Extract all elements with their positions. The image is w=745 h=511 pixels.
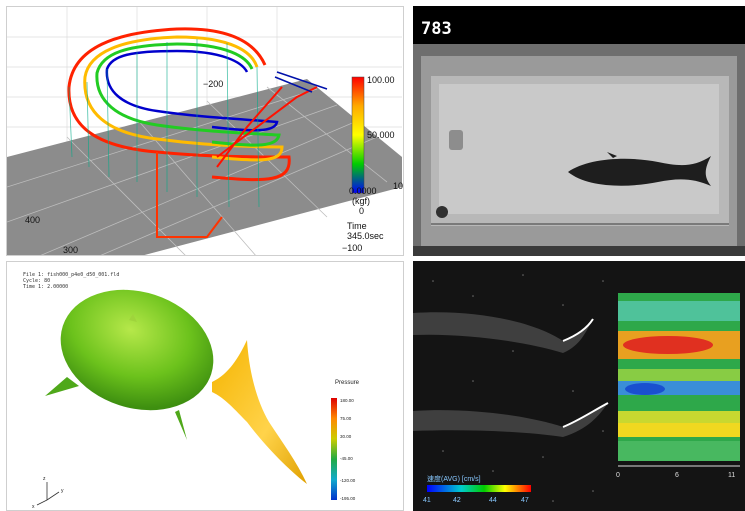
heatmap-tick-6: 6 xyxy=(675,472,679,479)
sim-header-line-3: Time 1: 2.00000 xyxy=(23,284,68,290)
sim-header-line-1: File 1: fish000_p4e0_d50_001.fld xyxy=(23,272,119,278)
pressure-colorbar-title: Pressure xyxy=(335,380,360,386)
force-trajectory-panel: 100.00 50.000 0.0000 (kgf) Time 345.0sec… xyxy=(6,6,404,256)
trajectory-ribbon xyxy=(67,27,328,238)
pressure-render: File 1: fish000_p4e0_d50_001.fld Cycle: … xyxy=(23,272,360,510)
colorbar-max-label: 100.00 xyxy=(367,75,395,85)
pressure-tick-5: -195.00 xyxy=(340,496,356,501)
pressure-colorbar xyxy=(331,398,337,500)
fish-silhouette xyxy=(568,156,711,186)
velocity-heatmap xyxy=(618,293,740,461)
bottom-tick-label: −100 xyxy=(342,243,362,253)
pressure-simulation-panel: File 1: fish000_p4e0_d50_001.fld Cycle: … xyxy=(6,261,404,511)
pressure-tick-4: -120.00 xyxy=(340,478,356,483)
time-label: Time xyxy=(347,221,367,231)
velocity-tick-42: 42 xyxy=(453,497,461,504)
velocity-legend-title: 速度(AVG) [cm/s] xyxy=(427,474,481,483)
axis-z-label: z xyxy=(43,476,46,482)
heatmap-tick-0: 0 xyxy=(616,472,620,479)
colorbar-mid-label: 50.000 xyxy=(367,130,395,140)
axis-x-label: x xyxy=(32,504,35,510)
frame-counter: 783 xyxy=(421,19,452,39)
fin-lower xyxy=(413,403,608,437)
colorbar-unit-label: (kgf) xyxy=(352,196,370,206)
right-tick-10: 10 xyxy=(393,181,403,191)
force-trajectory-plot: 100.00 50.000 0.0000 (kgf) Time 345.0sec… xyxy=(7,7,403,255)
pressure-tick-1: 75.00 xyxy=(340,416,352,421)
flow-render: 0 6 11 速度(AVG) [cm/s] 41 42 44 47 xyxy=(413,261,745,511)
fish-tail xyxy=(212,340,307,484)
y-tick-400: 400 xyxy=(25,215,40,225)
sim-header-line-2: Cycle: 80 xyxy=(23,278,50,284)
tank-video-panel: 783 xyxy=(413,6,745,256)
top-tick-label: −200 xyxy=(203,79,223,89)
floor-plane xyxy=(7,79,402,255)
right-tick-0: 0 xyxy=(359,206,364,216)
velocity-legend-bar xyxy=(427,485,531,492)
particle-field xyxy=(432,274,604,502)
fish-body xyxy=(60,289,214,411)
velocity-tick-44: 44 xyxy=(489,497,497,504)
velocity-tick-41: 41 xyxy=(423,497,431,504)
pressure-tick-0: 180.00 xyxy=(340,398,354,403)
fin-upper xyxy=(413,312,593,353)
y-tick-300: 300 xyxy=(63,245,78,255)
axis-y-label: y xyxy=(61,488,64,494)
pressure-tick-2: 30.00 xyxy=(340,434,352,439)
tank-video-frame: 783 xyxy=(413,6,745,256)
time-value: 345.0sec xyxy=(347,231,384,241)
velocity-tick-47: 47 xyxy=(521,497,529,504)
force-colorbar xyxy=(351,76,365,194)
pressure-tick-3: -45.00 xyxy=(340,456,353,461)
heatmap-tick-11: 11 xyxy=(728,472,735,479)
flow-visualization-panel: 0 6 11 速度(AVG) [cm/s] 41 42 44 47 xyxy=(413,261,745,511)
axis-triad xyxy=(36,482,60,506)
colorbar-min-label: 0.0000 xyxy=(349,186,377,196)
